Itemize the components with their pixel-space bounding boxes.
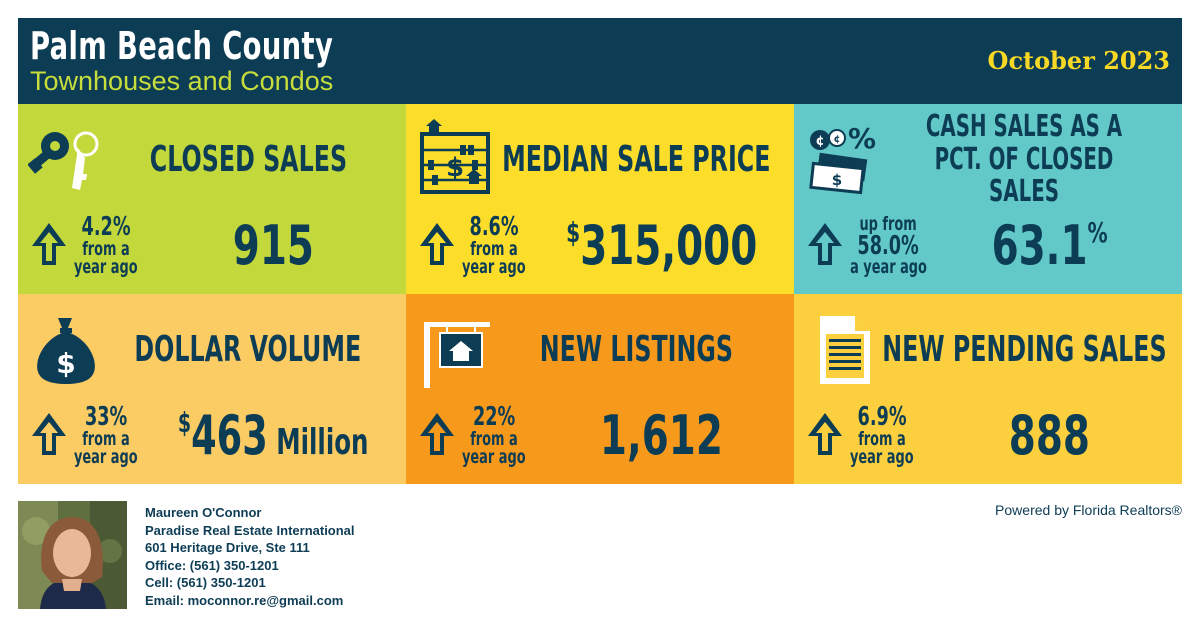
document-icon (820, 316, 870, 384)
year-over-year-change: up from 58.0% a year ago (849, 213, 927, 279)
svg-text:$: $ (56, 347, 75, 380)
county-title: Palm Beach County (30, 24, 334, 68)
keys-icon (28, 131, 99, 190)
metric-value: 888 (1008, 404, 1091, 467)
metric-value: 1,612 (600, 404, 723, 467)
tile-label: NEW PENDING SALES (881, 329, 1167, 370)
tile-new-pending-sales: NEW PENDING SALES 6.9% from a year ago 8… (794, 294, 1182, 484)
tile-label: CLOSED SALES (149, 139, 347, 180)
tile-label: CASH SALES AS A PCT. OF CLOSED SALES (925, 109, 1123, 210)
money-bag-icon: $ (37, 318, 95, 384)
tile-label: DOLLAR VOLUME (134, 329, 362, 370)
svg-text:$: $ (446, 153, 464, 183)
tile-dollar-volume: $ DOLLAR VOLUME 33% from a year ago $463… (18, 294, 406, 484)
report-date: October 2023 (987, 46, 1170, 75)
up-arrow-icon (32, 223, 66, 265)
agent-contact-block: Maureen O'Connor Paradise Real Estate In… (145, 504, 355, 609)
up-arrow-icon (420, 223, 454, 265)
svg-text:¢: ¢ (834, 134, 841, 145)
agent-company: Paradise Real Estate International (145, 522, 355, 538)
up-arrow-icon (808, 413, 842, 455)
svg-text:$: $ (832, 171, 842, 189)
svg-text:%: % (848, 122, 876, 155)
tile-new-listings: NEW LISTINGS 22% from a year ago 1,612 (406, 294, 794, 484)
tile-label: MEDIAN SALE PRICE (501, 139, 771, 180)
agent-cell-phone: Cell: (561) 350-1201 (145, 575, 266, 590)
agent-email: Email: moconnor.re@gmail.com (145, 592, 344, 608)
metric-value: $315,000 (565, 214, 758, 277)
agent-address: 601 Heritage Drive, Ste 111 (145, 540, 310, 555)
agent-name: Maureen O'Connor (145, 505, 262, 520)
year-over-year-change: 22% from a year ago (462, 402, 526, 469)
metric-value: $463 Million (178, 404, 369, 467)
tile-cash-sales-pct: ¢ ¢ % $ CASH SALES AS A PCT. OF CLOSED S… (794, 104, 1182, 294)
agent-photo (18, 501, 127, 609)
tile-closed-sales: CLOSED SALES 4.2% from a year ago 915 (18, 104, 406, 294)
header-banner: Palm Beach County Townhouses and Condos … (18, 18, 1182, 104)
up-arrow-icon (420, 413, 454, 455)
up-arrow-icon (32, 413, 66, 455)
property-type-subtitle: Townhouses and Condos (30, 66, 334, 96)
agent-office-phone: Office: (561) 350-1201 (145, 557, 279, 573)
year-over-year-change: 33% from a year ago (74, 402, 138, 469)
year-over-year-change: 8.6% from a year ago (462, 212, 526, 279)
year-over-year-change: 6.9% from a year ago (850, 402, 914, 469)
tile-median-sale-price: $ MEDIAN SALE PRICE 8.6% from a year ago… (406, 104, 794, 294)
metric-value: 915 (232, 214, 315, 277)
powered-by-credit: Powered by Florida Realtors® (995, 502, 1182, 518)
tile-label: NEW LISTINGS (539, 329, 733, 370)
svg-text:¢: ¢ (815, 134, 824, 149)
abacus-icon: $ (420, 119, 490, 194)
year-over-year-change: 4.2% from a year ago (74, 212, 138, 279)
house-sign-icon (424, 322, 490, 388)
metric-value: 63.1% (991, 214, 1108, 277)
up-arrow-icon (808, 223, 842, 265)
cash-percent-icon: ¢ ¢ % $ (809, 122, 876, 195)
